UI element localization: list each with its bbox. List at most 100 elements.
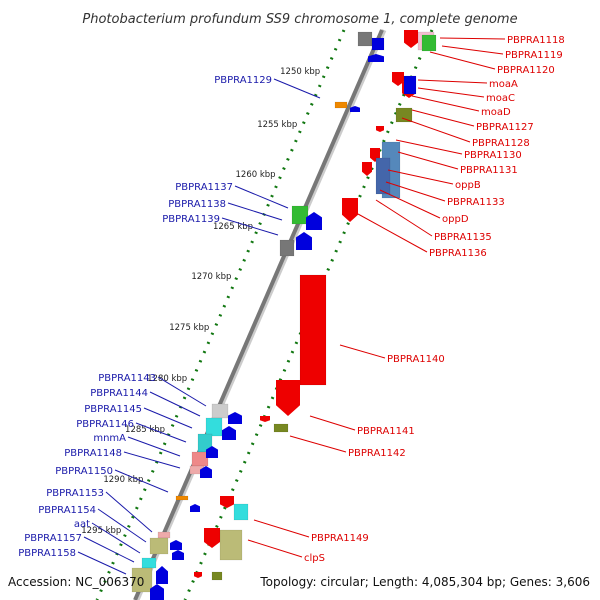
reverse-gene-label: PBPRA1137 — [175, 182, 233, 193]
reverse-gene-label: PBPRA1150 — [55, 466, 113, 477]
leader-line — [357, 213, 428, 253]
forward-gene-label: PBPRA1127 — [476, 122, 534, 133]
kbp-label: 1290 kbp — [103, 475, 143, 485]
gene-arrow-reverse — [190, 504, 200, 512]
reverse-gene-label: PBPRA1157 — [24, 533, 82, 544]
gene-arrow-forward — [194, 572, 202, 578]
forward-gene-label: PBPRA1142 — [348, 448, 406, 459]
label-leaders — [77, 37, 506, 575]
reverse-gene-label: mnmA — [93, 433, 126, 444]
gene-arrow-reverse — [296, 232, 312, 250]
gene-box — [233, 503, 249, 521]
gene-box — [421, 34, 437, 52]
leader-line — [105, 491, 153, 533]
gene-arrow-reverse — [172, 550, 184, 560]
forward-gene-label: PBPRA1128 — [472, 138, 530, 149]
forward-gene-label: PBPRA1149 — [311, 533, 369, 544]
reverse-gene-label: PBPRA1129 — [214, 75, 272, 86]
leader-line — [149, 391, 201, 417]
map-tracks — [95, 29, 434, 600]
leader-line — [385, 181, 446, 202]
reverse-gene-label: PBPRA1148 — [64, 448, 122, 459]
forward-gene-label: moaD — [481, 107, 511, 118]
leader-line — [439, 37, 506, 40]
gene-box — [273, 423, 289, 433]
leader-line — [417, 79, 488, 84]
kbp-label: 1255 kbp — [257, 120, 297, 130]
leader-line — [123, 451, 181, 469]
gene-arrow-forward — [376, 126, 384, 132]
gene-box — [157, 531, 171, 539]
forward-gene-label: PBPRA1119 — [505, 50, 563, 61]
leader-line — [379, 189, 441, 219]
gene-box — [211, 571, 223, 581]
gene-arrow-reverse — [222, 426, 236, 440]
leader-line — [339, 344, 386, 359]
kbp-label: 1275 kbp — [169, 323, 209, 333]
leader-line — [441, 45, 504, 55]
gene-arrow-forward — [204, 528, 220, 548]
gene-arrow-forward — [260, 416, 270, 422]
reverse-gene-label: PBPRA1144 — [90, 388, 148, 399]
accession-text: Accession: NC_006370 — [8, 575, 144, 589]
forward-gene-label: PBPRA1135 — [434, 232, 492, 243]
reverse-gene-label: PBPRA1145 — [84, 404, 142, 415]
gene-box — [371, 37, 385, 51]
gene-arrow-reverse — [206, 446, 218, 458]
gene-box — [375, 157, 391, 195]
reverse-tick-track — [95, 29, 346, 600]
backbone-line — [133, 29, 384, 600]
leader-line — [375, 199, 433, 237]
gene-box — [191, 451, 209, 467]
gene-box — [219, 529, 243, 561]
gene-arrow-forward — [392, 72, 404, 86]
gene-box — [205, 417, 223, 437]
leader-line — [234, 185, 289, 209]
gene-box — [279, 239, 295, 257]
gene-box — [211, 403, 229, 419]
leader-line — [97, 508, 147, 543]
gene-arrow-forward — [342, 198, 358, 222]
reverse-gene-label: PBPRA1138 — [168, 199, 226, 210]
leader-line — [411, 95, 480, 112]
leader-line — [411, 109, 475, 127]
leader-line — [417, 87, 485, 98]
kbp-label: 1250 kbp — [280, 67, 320, 77]
reverse-gene-label: PBPRA1153 — [46, 488, 104, 499]
gene-arrow-reverse — [228, 412, 242, 424]
leader-line — [273, 78, 321, 99]
reverse-gene-label: PBPRA1154 — [38, 505, 96, 516]
gene-box — [131, 567, 153, 593]
gene-arrow-reverse — [150, 584, 164, 600]
forward-gene-label: PBPRA1141 — [357, 426, 415, 437]
kbp-label: 1280 kbp — [147, 374, 187, 384]
forward-gene-label: PBPRA1130 — [464, 150, 522, 161]
leader-line — [221, 217, 279, 236]
forward-gene-label: PBPRA1133 — [447, 197, 505, 208]
gene-arrow-reverse — [170, 540, 182, 550]
forward-gene-label: clpS — [304, 553, 325, 564]
gene-box — [149, 537, 169, 555]
leader-line — [77, 551, 127, 575]
leader-line — [289, 435, 347, 453]
gene-box — [403, 75, 417, 95]
gene-box — [141, 557, 157, 569]
gene-box — [175, 495, 189, 501]
leader-line — [395, 139, 463, 155]
gene-arrow-reverse — [350, 106, 360, 112]
leader-line — [397, 151, 459, 170]
gene-box — [395, 107, 413, 123]
gene-arrow-reverse — [306, 212, 322, 230]
leader-line — [114, 469, 169, 493]
leader-line — [387, 169, 454, 185]
kbp-label: 1295 kbp — [81, 526, 121, 536]
forward-gene-label: PBPRA1120 — [497, 65, 555, 76]
kbp-label: 1260 kbp — [236, 170, 276, 180]
genome-summary-text: Topology: circular; Length: 4,085,304 bp… — [259, 575, 590, 589]
leader-line — [227, 202, 283, 221]
forward-gene-label: oppB — [455, 180, 481, 191]
reverse-gene-label: PBPRA1146 — [76, 419, 134, 430]
leader-line — [253, 519, 310, 538]
leader-line — [309, 415, 356, 431]
